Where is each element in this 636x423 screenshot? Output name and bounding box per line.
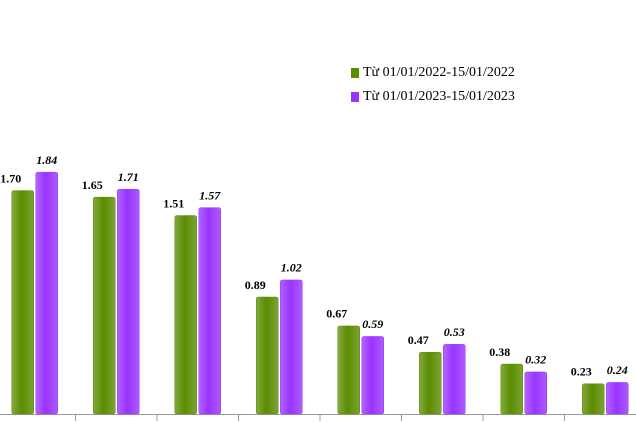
bar (198, 207, 221, 415)
value-label: 0.59 (362, 317, 383, 331)
value-label: 0.53 (444, 325, 465, 339)
value-label: 0.89 (245, 278, 266, 292)
bar (337, 325, 360, 415)
legend-swatch (351, 92, 359, 102)
legend-label: Từ 01/01/2022-15/01/2022 (363, 65, 515, 80)
bar (117, 189, 140, 415)
legend-swatch (351, 68, 359, 78)
value-label: 0.23 (571, 365, 592, 379)
bar (256, 296, 279, 415)
bar (524, 371, 547, 415)
value-label: 1.70 (0, 171, 21, 185)
value-label: 0.47 (408, 333, 429, 347)
value-label: 1.57 (199, 188, 221, 202)
bar (582, 383, 605, 415)
value-label: 1.02 (281, 261, 302, 275)
value-label: 1.51 (163, 196, 184, 210)
legend-label: Từ 01/01/2023-15/01/2023 (363, 89, 515, 104)
value-label: 1.84 (36, 153, 57, 167)
bar (443, 344, 466, 415)
value-label: 0.67 (326, 307, 347, 321)
bar (11, 190, 34, 415)
bar (606, 382, 629, 415)
bar (35, 171, 58, 415)
bar (361, 336, 384, 415)
value-label: 0.32 (525, 353, 546, 367)
bar (174, 215, 197, 415)
bar (419, 351, 442, 415)
bar (280, 279, 303, 415)
value-label: 1.71 (118, 170, 139, 184)
bar (93, 196, 116, 415)
value-label: 1.65 (82, 178, 103, 192)
value-label: 0.38 (489, 345, 510, 359)
value-label: 0.24 (607, 363, 628, 377)
bar (500, 363, 523, 415)
